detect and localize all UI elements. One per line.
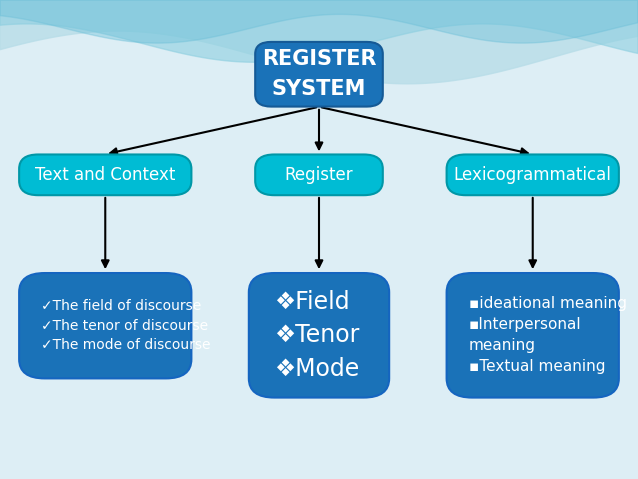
FancyBboxPatch shape [19,155,191,195]
FancyBboxPatch shape [19,273,191,378]
Text: ✓The field of discourse
✓The tenor of discourse
✓The mode of discourse: ✓The field of discourse ✓The tenor of di… [41,299,211,352]
FancyBboxPatch shape [447,155,619,195]
Text: ❖Field
❖Tenor
❖Mode: ❖Field ❖Tenor ❖Mode [274,290,360,381]
FancyBboxPatch shape [255,42,383,107]
FancyBboxPatch shape [249,273,389,398]
Text: REGISTER
SYSTEM: REGISTER SYSTEM [262,49,376,99]
FancyBboxPatch shape [447,273,619,398]
Text: Text and Context: Text and Context [35,166,175,184]
Text: Register: Register [285,166,353,184]
Text: Lexicogrammatical: Lexicogrammatical [454,166,612,184]
Text: ▪ideational meaning
▪Interpersonal
meaning
▪Textual meaning: ▪ideational meaning ▪Interpersonal meani… [469,297,627,374]
FancyBboxPatch shape [255,155,383,195]
